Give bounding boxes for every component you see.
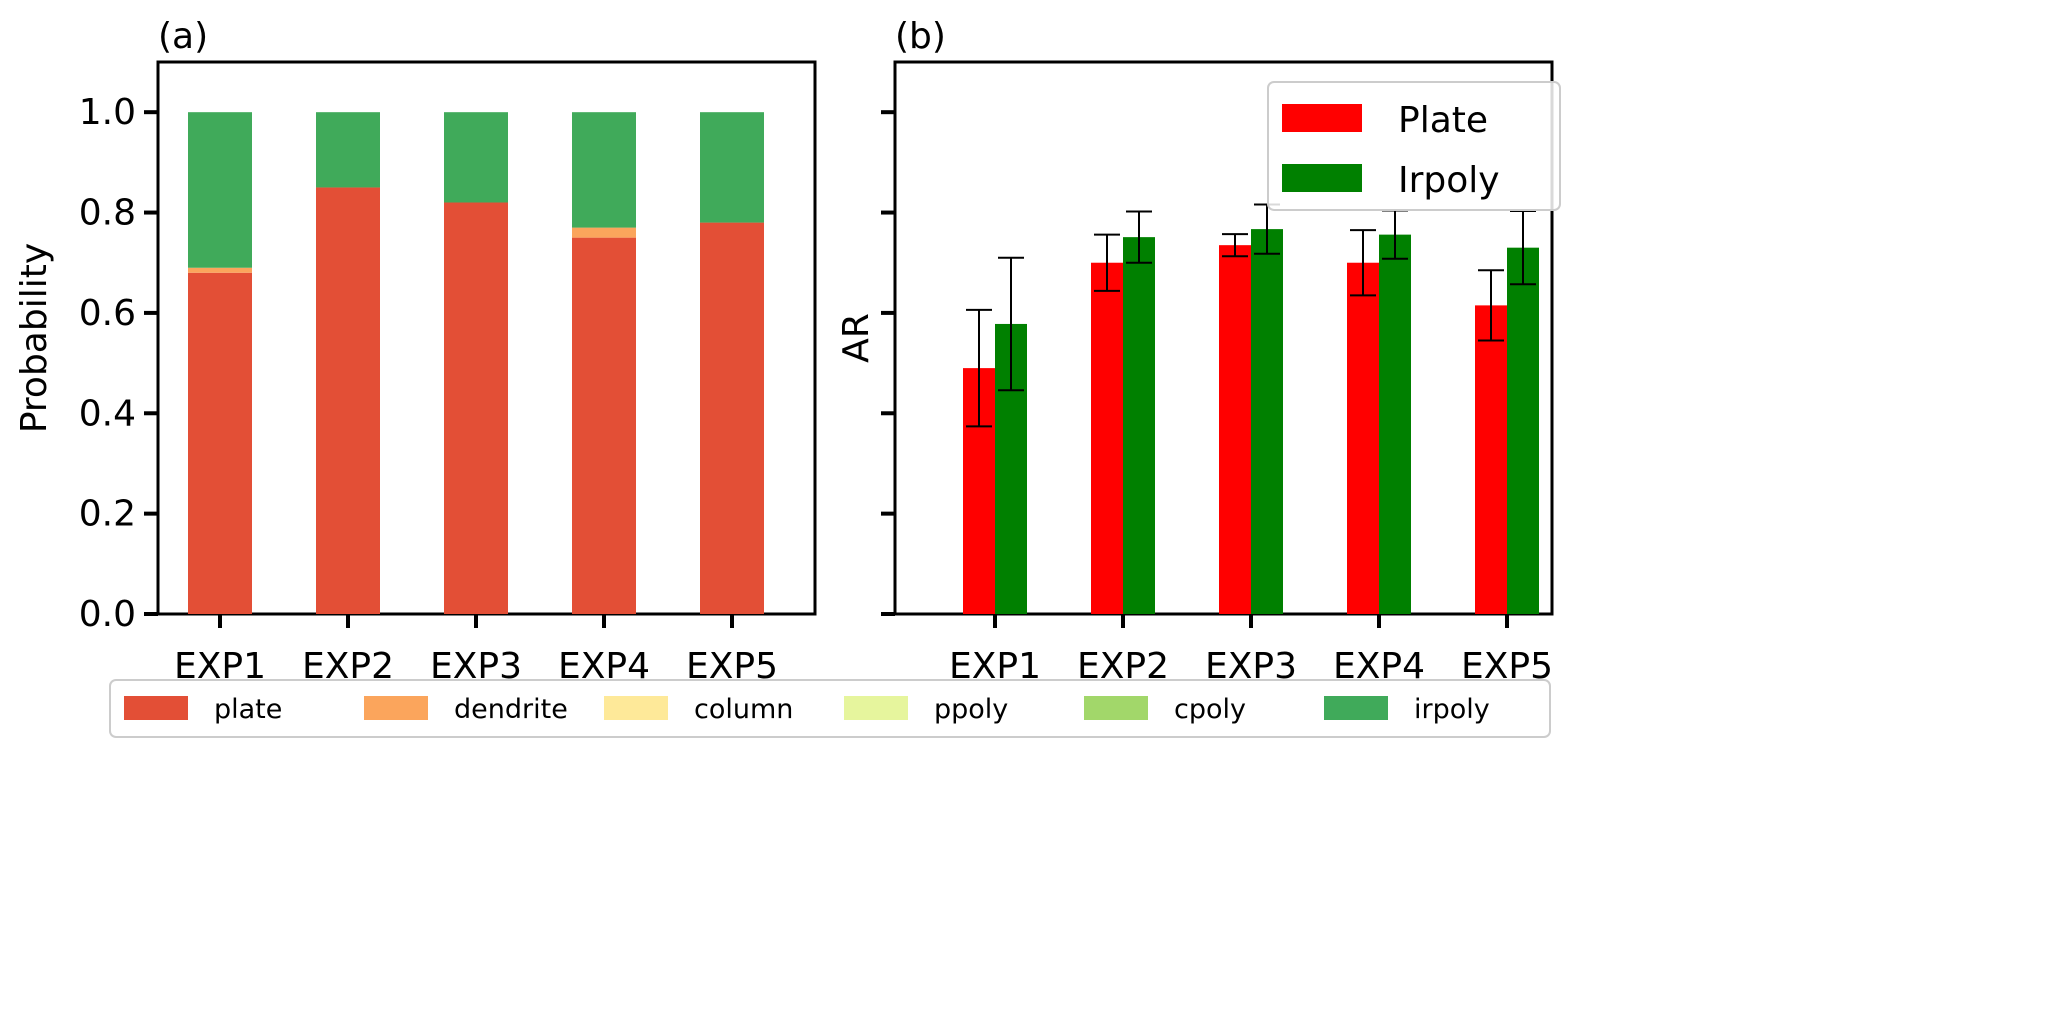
bar-plate-EXP5 (1475, 305, 1507, 614)
legend-label-irpoly: irpoly (1414, 694, 1490, 725)
shared-legend: plate dendrite column ppoly cpoly irpoly (109, 679, 1551, 738)
panel-a-ytick-label: 0.8 (79, 193, 136, 234)
bar-plate-EXP1 (188, 272, 252, 614)
legend-label-plate: plate (214, 694, 282, 725)
error-bar-plate-EXP4 (1350, 229, 1376, 297)
legend-swatch-dendrite (364, 696, 428, 720)
legend-swatch-cpoly (1084, 696, 1148, 720)
panel-a-ytick-label: 1.0 (79, 92, 136, 133)
panel-b-panel-label: (b) (895, 16, 946, 57)
legend-swatch-plate (124, 696, 188, 720)
legend-label-cpoly: cpoly (1174, 694, 1246, 725)
bar-dendrite-EXP1 (188, 267, 252, 273)
legend-label-plate: Plate (1398, 100, 1488, 141)
panel-a-ytick-label: 0.4 (79, 393, 136, 434)
bar-irpoly-EXP3 (1251, 229, 1283, 614)
legend-label-column: column (694, 694, 793, 725)
bar-irpoly-EXP1 (188, 112, 252, 268)
bar-plate-EXP5 (700, 222, 764, 614)
panel-a-panel-label: (a) (158, 16, 208, 57)
bar-plate-EXP4 (572, 237, 636, 615)
panel-b-legend: Plate Irpoly (1267, 81, 1561, 211)
legend-swatch-ppoly (844, 696, 908, 720)
error-bar-plate-EXP1 (966, 308, 992, 428)
bar-irpoly-EXP2 (1123, 237, 1155, 614)
error-bar-irpoly-EXP5 (1510, 210, 1536, 286)
bar-irpoly-EXP5 (1507, 247, 1539, 614)
legend-label-irpoly: Irpoly (1398, 160, 1500, 201)
bar-plate-EXP2 (316, 187, 380, 615)
panel-b-ylabel: AR (836, 313, 877, 363)
legend-label-ppoly: ppoly (934, 694, 1008, 725)
panel-a-ytick-label: 0.6 (79, 293, 136, 334)
legend-frame (109, 679, 1551, 738)
legend-swatch-irpoly (1282, 164, 1362, 192)
error-bar-plate-EXP5 (1478, 269, 1504, 342)
bar-irpoly-EXP3 (444, 112, 508, 203)
error-bar-irpoly-EXP1 (998, 256, 1024, 392)
bar-plate-EXP4 (1347, 262, 1379, 614)
bar-irpoly-EXP4 (1379, 234, 1411, 614)
panel-a-ytick-label: 0.0 (79, 594, 136, 635)
error-bar-plate-EXP2 (1094, 233, 1120, 292)
bar-plate-EXP2 (1091, 262, 1123, 614)
bar-plate-EXP3 (444, 202, 508, 614)
error-bar-irpoly-EXP2 (1126, 210, 1152, 264)
error-bar-plate-EXP3 (1222, 233, 1248, 258)
legend-swatch-irpoly (1324, 696, 1388, 720)
panel-a-ylabel: Probability (14, 243, 55, 433)
panel-a-ytick-label: 0.2 (79, 494, 136, 535)
legend-swatch-column (604, 696, 668, 720)
bar-irpoly-EXP2 (316, 112, 380, 188)
bar-plate-EXP3 (1219, 245, 1251, 614)
legend-label-dendrite: dendrite (454, 694, 568, 725)
bar-irpoly-EXP4 (572, 112, 636, 228)
bar-irpoly-EXP5 (700, 112, 764, 223)
bar-dendrite-EXP4 (572, 227, 636, 238)
legend-swatch-plate (1282, 104, 1362, 132)
